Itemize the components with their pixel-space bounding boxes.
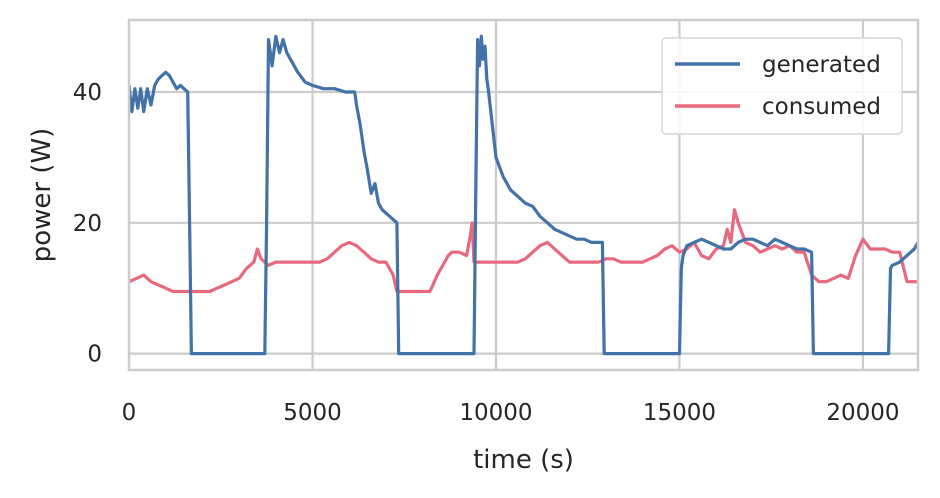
y-tick-label: 0	[87, 342, 102, 368]
x-axis-label: time (s)	[473, 445, 574, 475]
legend: generated consumed	[661, 37, 903, 135]
x-tick-labels: 0 5000 10000 15000 20000	[122, 400, 900, 426]
x-tick-label: 10000	[459, 400, 532, 426]
legend-label-generated: generated	[762, 52, 881, 78]
x-tick-label: 5000	[283, 400, 342, 426]
series-layer	[129, 34, 918, 356]
plot-area	[129, 34, 918, 356]
legend-label-consumed: consumed	[762, 94, 881, 120]
x-tick-label: 20000	[826, 400, 899, 426]
x-tick-label: 0	[122, 400, 137, 426]
y-tick-label: 40	[73, 80, 102, 106]
legend-box	[661, 37, 903, 135]
series-line-generated	[129, 34, 918, 356]
plot-frame	[127, 18, 920, 372]
series-line-consumed	[129, 208, 918, 294]
x-tick-label: 15000	[643, 400, 716, 426]
y-axis-label: power (W)	[27, 128, 57, 263]
y-tick-labels: 0 20 40	[73, 80, 102, 368]
y-tick-label: 20	[73, 211, 102, 237]
